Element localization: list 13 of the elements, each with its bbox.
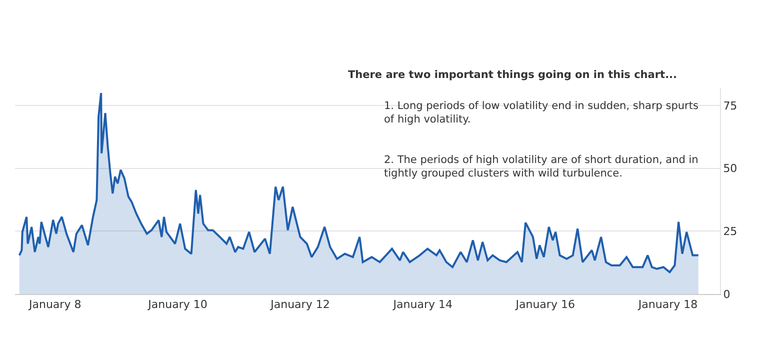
x-tick-label: January 8 bbox=[28, 298, 82, 312]
y-tick-label: 50 bbox=[723, 162, 738, 176]
y-tick-label: 25 bbox=[723, 225, 738, 238]
y-tick-label: 0 bbox=[723, 288, 730, 301]
annotation: 2. The periods of high volatility are of short duration, and in tightly grouped clusters with wild turbulence. bbox=[384, 154, 698, 180]
x-tick-label: January 16 bbox=[514, 298, 575, 312]
x-tick-label: January 18 bbox=[637, 298, 698, 312]
x-tick-label: January 12 bbox=[270, 298, 330, 312]
x-tick-label: January 14 bbox=[392, 298, 452, 312]
text: There are two important things going on in this chart... bbox=[348, 69, 678, 81]
y-tick-label: 75 bbox=[723, 99, 738, 112]
annotation: 1. Long periods of low volatility end in sudden, sharp spurts of high volatility. bbox=[384, 100, 698, 126]
x-tick-label: January 10 bbox=[147, 298, 208, 312]
